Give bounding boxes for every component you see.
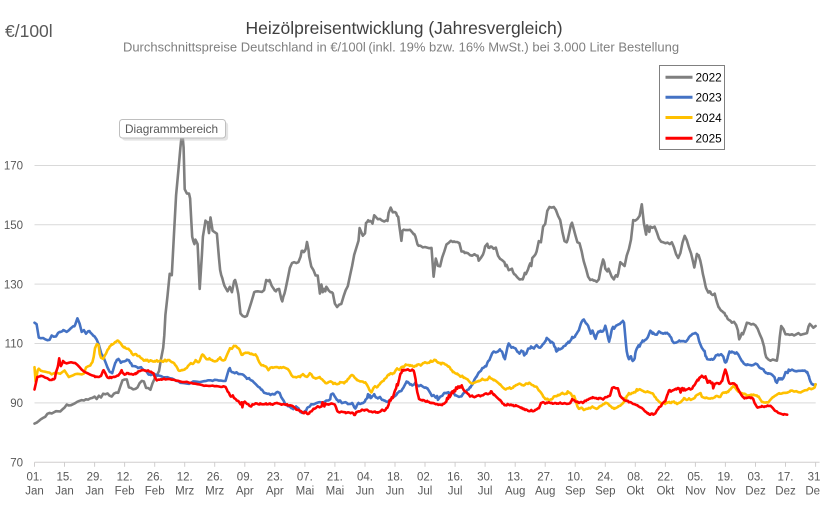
svg-text:05.: 05.: [687, 472, 703, 484]
svg-text:Feb: Feb: [115, 486, 135, 498]
svg-text:70: 70: [10, 457, 23, 469]
svg-text:31.: 31.: [808, 472, 824, 484]
svg-text:03.: 03.: [748, 472, 764, 484]
svg-text:Okt: Okt: [656, 486, 675, 498]
svg-text:Dez: Dez: [775, 486, 796, 498]
svg-text:18.: 18.: [387, 472, 403, 484]
svg-text:04.: 04.: [357, 472, 373, 484]
svg-text:29.: 29.: [87, 472, 103, 484]
svg-text:23.: 23.: [267, 472, 283, 484]
svg-text:01.: 01.: [27, 472, 43, 484]
svg-text:2023: 2023: [696, 91, 723, 105]
svg-text:12.: 12.: [177, 472, 193, 484]
svg-text:€/100l: €/100l: [5, 21, 53, 41]
svg-text:Jan: Jan: [85, 486, 104, 498]
svg-text:170: 170: [4, 161, 23, 173]
svg-text:150: 150: [4, 220, 23, 232]
svg-text:Dez: Dez: [745, 486, 766, 498]
svg-text:12.: 12.: [117, 472, 133, 484]
svg-text:2024: 2024: [696, 111, 723, 125]
svg-text:Nov: Nov: [715, 486, 736, 498]
svg-text:Aug: Aug: [535, 486, 555, 498]
svg-text:Okt: Okt: [626, 486, 645, 498]
svg-text:19.: 19.: [717, 472, 733, 484]
svg-text:Durchschnittspreise Deutschlan: Durchschnittspreise Deutschland in €/100…: [123, 40, 679, 55]
svg-text:2022: 2022: [696, 71, 722, 85]
svg-text:13.: 13.: [507, 472, 523, 484]
svg-text:Sep: Sep: [565, 486, 585, 498]
svg-text:21.: 21.: [327, 472, 343, 484]
svg-text:Jan: Jan: [25, 486, 44, 498]
svg-text:Jun: Jun: [386, 486, 405, 498]
svg-text:Feb: Feb: [145, 486, 165, 498]
svg-text:22.: 22.: [657, 472, 673, 484]
svg-text:07.: 07.: [297, 472, 313, 484]
svg-text:130: 130: [4, 279, 23, 291]
svg-text:Sep: Sep: [595, 486, 615, 498]
svg-text:Jul: Jul: [418, 486, 433, 498]
svg-text:Heizölpreisentwicklung (Jahres: Heizölpreisentwicklung (Jahresvergleich): [245, 18, 562, 38]
svg-text:26.: 26.: [207, 472, 223, 484]
svg-text:Jul: Jul: [448, 486, 463, 498]
svg-text:26.: 26.: [147, 472, 163, 484]
svg-text:Jul: Jul: [478, 486, 493, 498]
svg-text:30.: 30.: [477, 472, 493, 484]
svg-text:Mrz: Mrz: [175, 486, 194, 498]
svg-text:17.: 17.: [778, 472, 794, 484]
svg-text:Mrz: Mrz: [205, 486, 224, 498]
svg-text:24.: 24.: [597, 472, 613, 484]
svg-text:90: 90: [10, 398, 23, 410]
svg-text:Apr: Apr: [266, 486, 284, 498]
svg-text:09.: 09.: [237, 472, 253, 484]
svg-text:Nov: Nov: [685, 486, 706, 498]
svg-text:Mai: Mai: [326, 486, 345, 498]
svg-text:Jan: Jan: [55, 486, 74, 498]
svg-text:Aug: Aug: [505, 486, 525, 498]
svg-text:Jun: Jun: [356, 486, 375, 498]
svg-text:15.: 15.: [57, 472, 73, 484]
svg-text:16.: 16.: [447, 472, 463, 484]
svg-text:27.: 27.: [537, 472, 553, 484]
svg-text:08.: 08.: [627, 472, 643, 484]
svg-text:Mai: Mai: [296, 486, 315, 498]
svg-text:Diagrammbereich: Diagrammbereich: [125, 122, 218, 136]
svg-text:10.: 10.: [567, 472, 583, 484]
svg-text:02.: 02.: [417, 472, 433, 484]
svg-text:2025: 2025: [696, 132, 723, 146]
svg-text:Apr: Apr: [236, 486, 254, 498]
svg-text:110: 110: [5, 339, 23, 351]
